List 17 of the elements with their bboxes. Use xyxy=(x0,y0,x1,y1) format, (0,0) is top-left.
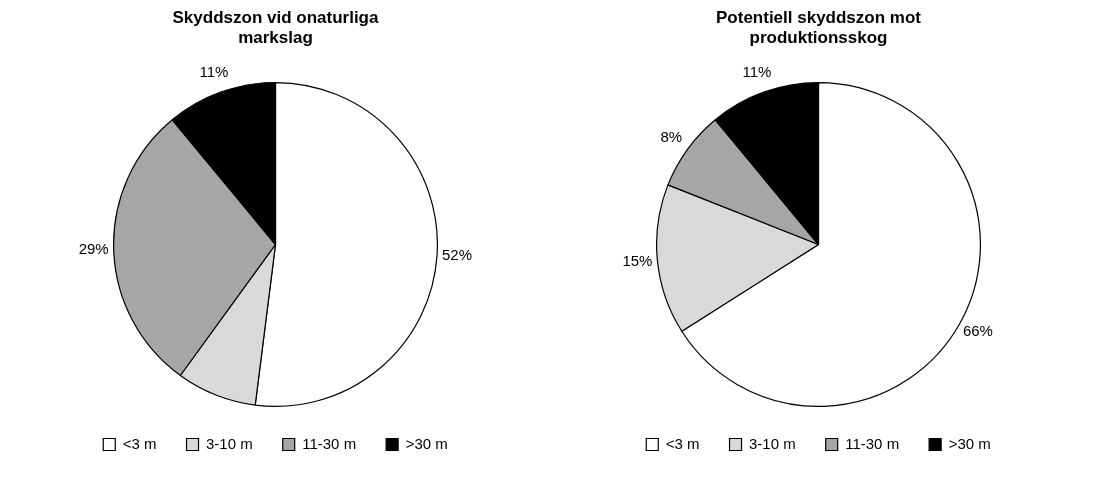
legend-label: 3-10 m xyxy=(206,434,253,452)
legend-label: 11-30 m xyxy=(845,434,900,452)
data-label: 15% xyxy=(622,251,653,269)
data-label: 52% xyxy=(442,246,473,264)
chart-title: Potentiell skyddszon mot produktionsskog xyxy=(715,8,922,49)
data-label: 66% xyxy=(962,322,993,340)
legend-label: <3 m xyxy=(122,434,157,452)
data-label: 29% xyxy=(78,240,109,258)
legend-label: >30 m xyxy=(405,434,448,452)
legend-label: >30 m xyxy=(948,434,991,452)
data-label: 8% xyxy=(660,127,683,145)
legend-label: <3 m xyxy=(665,434,700,452)
legend-label: 3-10 m xyxy=(749,434,796,452)
legend-label: 11-30 m xyxy=(302,434,357,452)
chart-title: Skyddszon vid onaturliga markslag xyxy=(171,8,380,49)
data-label: 11% xyxy=(199,63,229,81)
data-label: 11% xyxy=(742,63,772,81)
